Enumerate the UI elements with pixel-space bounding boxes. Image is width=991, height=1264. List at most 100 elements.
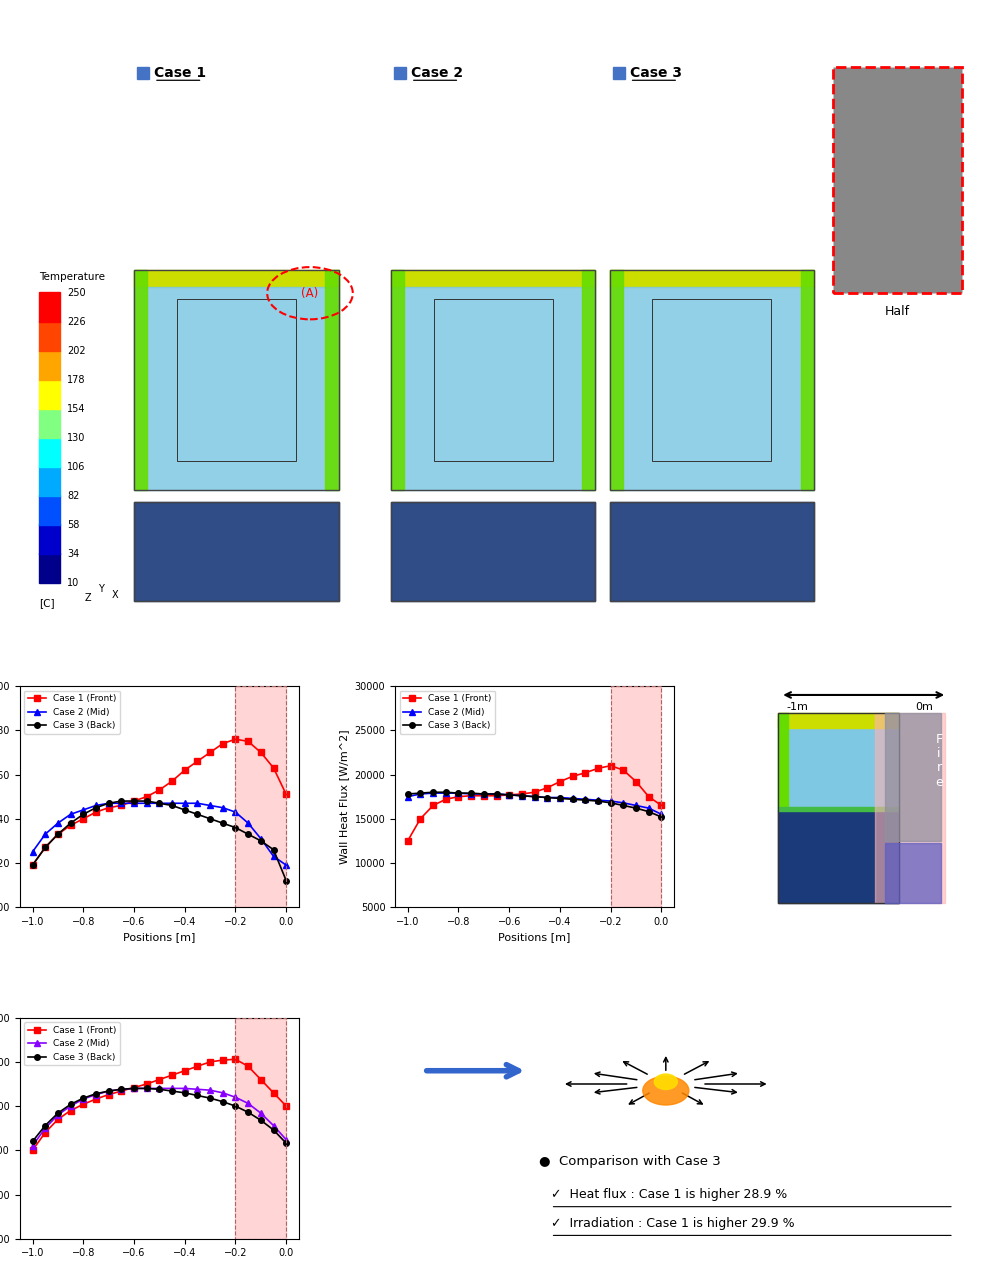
Case 2 (Mid) — [643, 800, 655, 815]
Case 2 (Mid) — [27, 844, 39, 860]
Text: 82: 82 — [67, 492, 79, 502]
Case 1 (Front) — [154, 782, 165, 798]
Bar — [390, 287, 596, 490]
Case 2 (Mid) — [166, 795, 178, 810]
Text: e: e — [936, 776, 942, 789]
Case 1 (Front) — [217, 736, 229, 751]
Case 3 (Back) — [191, 806, 203, 822]
Bar — [137, 67, 150, 78]
Case 1 (Front) — [580, 765, 592, 780]
Legend: Case 1 (Front), Case 2 (Mid), Case 3 (Back): Case 1 (Front), Case 2 (Mid), Case 3 (Ba… — [25, 690, 120, 734]
Bar — [390, 270, 596, 287]
Line: Case 3 (Back): Case 3 (Back) — [405, 790, 664, 820]
Case 1 (Front) — [605, 758, 616, 774]
Legend: Case 1 (Front), Case 2 (Mid), Case 3 (Back): Case 1 (Front), Case 2 (Mid), Case 3 (Ba… — [399, 690, 496, 734]
Case 3 (Back) — [554, 791, 566, 806]
Case 1 (Front) — [64, 1103, 76, 1119]
Case 3 (Back) — [453, 785, 465, 800]
Text: 250: 250 — [67, 288, 86, 298]
Case 2 (Mid) — [401, 789, 413, 804]
Case 1 (Front) — [280, 787, 292, 803]
Case 2 (Mid) — [554, 790, 566, 805]
Bar — [134, 287, 339, 490]
Case 2 (Mid) — [64, 1098, 76, 1114]
Bar — [434, 300, 553, 461]
Text: Case 3: Case 3 — [629, 66, 682, 80]
Case 2 (Mid) — [516, 789, 528, 804]
Case 1 (Front) — [27, 1143, 39, 1158]
Text: 0m: 0m — [915, 703, 933, 713]
Case 2 (Mid) — [478, 786, 490, 801]
Case 1 (Front) — [90, 1091, 102, 1106]
Bar — [39, 379, 59, 410]
Case 3 (Back) — [478, 786, 490, 801]
Bar — [390, 270, 596, 490]
Case 1 (Front) — [178, 762, 190, 777]
Case 3 (Back) — [268, 842, 279, 857]
Case 2 (Mid) — [528, 789, 540, 804]
Case 3 (Back) — [280, 1135, 292, 1150]
Case 1 (Front) — [191, 753, 203, 769]
Case 1 (Front) — [465, 789, 477, 804]
Case 1 (Front) — [643, 789, 655, 804]
Case 3 (Back) — [414, 785, 426, 800]
Case 3 (Back) — [154, 795, 165, 810]
Case 3 (Back) — [90, 1086, 102, 1101]
Case 3 (Back) — [280, 873, 292, 889]
Case 2 (Mid) — [191, 795, 203, 810]
Case 2 (Mid) — [617, 795, 629, 810]
Case 3 (Back) — [27, 857, 39, 872]
Text: 154: 154 — [67, 404, 86, 415]
Case 1 (Front) — [178, 1063, 190, 1078]
Line: Case 2 (Mid): Case 2 (Mid) — [30, 1086, 289, 1149]
Case 2 (Mid) — [242, 1096, 254, 1111]
Bar — [885, 713, 941, 841]
Case 3 (Back) — [655, 809, 667, 824]
Line: Case 1 (Front): Case 1 (Front) — [30, 1057, 289, 1153]
Case 3 (Back) — [166, 798, 178, 813]
Case 3 (Back) — [52, 1106, 63, 1121]
Case 3 (Back) — [204, 811, 216, 827]
Case 1 (Front) — [77, 1097, 89, 1112]
Case 1 (Front) — [242, 1059, 254, 1074]
Case 3 (Back) — [465, 785, 477, 800]
Bar — [778, 713, 788, 808]
Case 2 (Mid) — [630, 798, 642, 813]
Bar — [778, 719, 899, 808]
Bar — [325, 270, 339, 490]
Legend: Case 1 (Front), Case 2 (Mid), Case 3 (Back): Case 1 (Front), Case 2 (Mid), Case 3 (Ba… — [25, 1023, 120, 1066]
Case 3 (Back) — [503, 787, 515, 803]
Case 1 (Front) — [64, 818, 76, 833]
Text: 34: 34 — [67, 550, 79, 560]
Case 3 (Back) — [178, 1086, 190, 1101]
Case 3 (Back) — [178, 803, 190, 818]
Case 2 (Mid) — [178, 795, 190, 810]
Text: F: F — [936, 733, 942, 746]
Case 1 (Front) — [141, 789, 153, 804]
Bar — [39, 466, 59, 497]
Case 2 (Mid) — [655, 806, 667, 822]
Case 2 (Mid) — [90, 798, 102, 813]
Case 2 (Mid) — [465, 786, 477, 801]
Text: ✓  Heat flux : Case 1 is higher 28.9 %: ✓ Heat flux : Case 1 is higher 28.9 % — [551, 1188, 787, 1201]
Case 2 (Mid) — [77, 1091, 89, 1106]
Case 1 (Front) — [268, 761, 279, 776]
Case 3 (Back) — [491, 786, 502, 801]
Bar — [39, 321, 59, 351]
Case 3 (Back) — [40, 1117, 52, 1133]
Bar — [778, 806, 899, 811]
Line: Case 2 (Mid): Case 2 (Mid) — [405, 790, 664, 817]
Case 3 (Back) — [605, 795, 616, 810]
Case 1 (Front) — [90, 804, 102, 819]
Case 3 (Back) — [27, 1134, 39, 1149]
Case 1 (Front) — [541, 780, 553, 795]
Text: (A): (A) — [301, 287, 319, 300]
Case 3 (Back) — [77, 1091, 89, 1106]
Case 2 (Mid) — [217, 800, 229, 815]
Bar — [609, 270, 623, 490]
Text: Case 2: Case 2 — [411, 66, 463, 80]
Bar — [236, 686, 286, 908]
Case 2 (Mid) — [453, 785, 465, 800]
Case 2 (Mid) — [115, 1082, 127, 1097]
Ellipse shape — [654, 1074, 677, 1090]
